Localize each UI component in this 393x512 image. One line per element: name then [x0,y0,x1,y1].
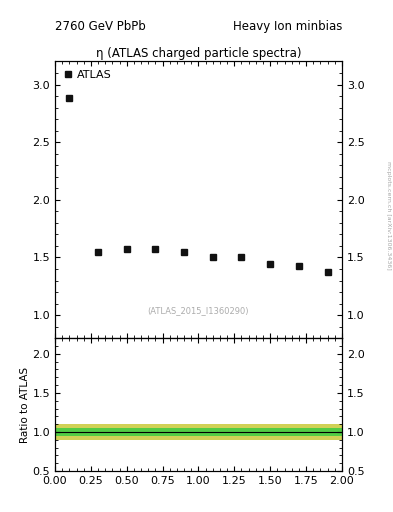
ATLAS [182,249,187,255]
ATLAS [153,246,158,252]
ATLAS [239,254,244,261]
ATLAS [125,246,129,252]
ATLAS [268,261,273,267]
Y-axis label: Ratio to ATLAS: Ratio to ATLAS [20,367,29,443]
Legend: ATLAS: ATLAS [59,66,116,85]
Title: η (ATLAS charged particle spectra): η (ATLAS charged particle spectra) [96,47,301,60]
Text: mcplots.cern.ch [arXiv:1306.3436]: mcplots.cern.ch [arXiv:1306.3436] [386,161,391,269]
ATLAS [67,95,72,101]
Line: ATLAS: ATLAS [66,96,331,275]
ATLAS [297,263,301,269]
Text: (ATLAS_2015_I1360290): (ATLAS_2015_I1360290) [148,306,249,315]
ATLAS [211,254,215,261]
Text: Heavy Ion minbias: Heavy Ion minbias [233,20,342,33]
ATLAS [96,249,101,255]
Text: 2760 GeV PbPb: 2760 GeV PbPb [55,20,146,33]
ATLAS [325,269,330,275]
